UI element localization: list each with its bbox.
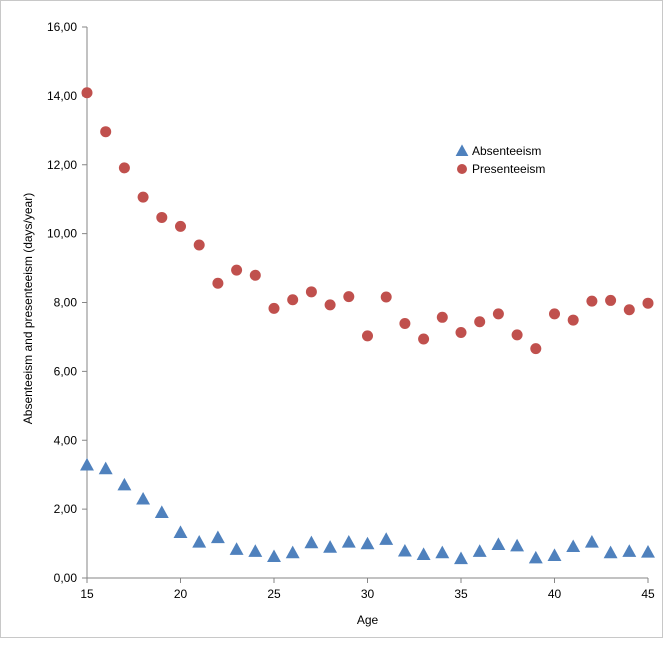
legend-marker-presenteeism [457,164,467,174]
data-point-presenteeism [474,316,486,328]
data-point-absenteeism [248,544,263,557]
x-tick-label: 15 [80,587,94,601]
data-point-presenteeism [137,191,149,203]
legend-label-absenteeism: Absenteeism [472,144,541,158]
legend: Absenteeism Presenteeism [455,144,545,176]
y-tick-label: 6,00 [54,364,78,378]
data-point-absenteeism [603,545,618,559]
data-point-presenteeism [380,291,392,303]
data-point-presenteeism [418,333,430,345]
x-tick-label: 30 [361,587,375,601]
data-point-presenteeism [249,269,261,281]
data-point-absenteeism [117,477,132,491]
data-point-absenteeism [547,548,562,562]
x-axis-title: Age [357,613,379,627]
legend-label-presenteeism: Presenteeism [472,162,545,176]
data-point-absenteeism [136,491,151,505]
data-point-absenteeism [323,540,338,553]
data-point-absenteeism [528,550,543,564]
data-point-absenteeism [454,551,468,565]
data-point-presenteeism [623,304,635,316]
data-point-absenteeism [360,536,375,550]
data-point-presenteeism [118,162,130,174]
y-tick-label: 4,00 [54,433,78,447]
data-point-presenteeism [81,87,93,99]
data-point-presenteeism [586,295,598,307]
data-point-presenteeism [100,126,112,138]
x-tick-labels: 15 20 25 30 35 40 45 [80,587,655,601]
x-tick-label: 40 [548,587,562,601]
data-point-presenteeism [455,326,467,338]
data-point-absenteeism [584,534,599,548]
data-point-absenteeism [435,545,450,559]
data-point-presenteeism [287,294,299,306]
x-tick-label: 20 [174,587,188,601]
data-point-presenteeism [268,302,280,314]
data-point-presenteeism [343,291,355,303]
data-point-absenteeism [80,457,94,471]
y-tick-label: 12,00 [47,158,77,172]
data-point-absenteeism [154,505,169,518]
data-point-absenteeism [304,535,319,549]
series-absenteeism [80,457,655,565]
data-point-absenteeism [173,525,188,538]
y-tick-label: 2,00 [54,502,78,516]
data-point-presenteeism [324,299,336,311]
data-point-absenteeism [472,544,487,557]
data-point-presenteeism [530,343,542,355]
axes [82,26,649,583]
legend-marker-absenteeism [455,144,469,156]
data-point-absenteeism [491,537,506,550]
data-point-presenteeism [156,211,168,223]
data-point-absenteeism [267,549,281,563]
y-axis-title: Absenteeism and presenteeism (days/year) [21,193,35,424]
data-point-absenteeism [192,534,207,548]
data-point-absenteeism [397,543,412,557]
data-point-absenteeism [622,544,637,557]
data-point-presenteeism [642,297,654,309]
y-tick-label: 8,00 [54,296,78,310]
y-tick-labels: 0,00 2,00 4,00 6,00 8,00 10,00 12,00 14,00 16,00 [47,20,77,585]
data-point-presenteeism [399,318,411,330]
data-point-presenteeism [362,330,373,342]
data-point-absenteeism [379,532,394,545]
y-tick-label: 16,00 [47,20,77,34]
data-point-presenteeism [193,239,205,251]
x-tick-label: 45 [641,587,655,601]
data-point-absenteeism [566,539,581,553]
y-tick-label: 0,00 [54,571,78,585]
data-point-absenteeism [98,461,113,475]
data-point-presenteeism [605,294,617,306]
data-point-absenteeism [416,547,431,560]
data-point-absenteeism [285,545,300,559]
data-point-absenteeism [210,530,225,544]
y-tick-label: 14,00 [47,89,77,103]
data-point-absenteeism [341,534,356,548]
data-point-presenteeism [567,314,579,326]
data-point-absenteeism [641,544,655,558]
data-point-presenteeism [549,308,560,320]
x-tick-label: 35 [454,587,468,601]
data-point-presenteeism [305,286,317,298]
series-layer [80,87,655,565]
x-tick-label: 25 [267,587,281,601]
data-point-presenteeism [175,220,186,232]
data-point-absenteeism [229,542,244,555]
data-point-presenteeism [436,311,448,323]
data-point-presenteeism [511,329,523,341]
y-tick-label: 10,00 [47,227,77,241]
data-point-presenteeism [231,264,243,276]
data-point-absenteeism [510,538,525,552]
data-point-presenteeism [212,277,224,289]
series-presenteeism [81,87,654,355]
data-point-presenteeism [492,308,504,320]
